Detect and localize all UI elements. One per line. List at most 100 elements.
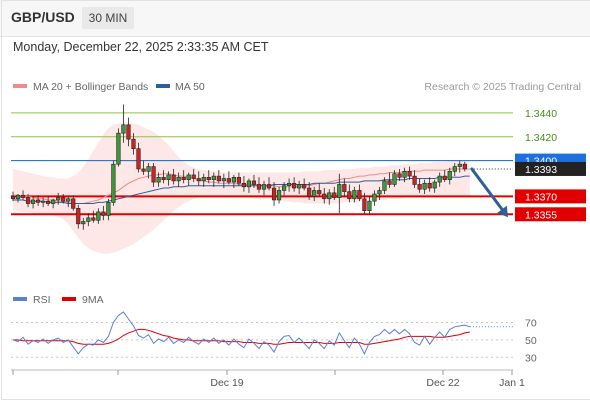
bullish-candle-body [166, 174, 171, 180]
candle [397, 168, 402, 181]
candle [151, 162, 156, 187]
candle [297, 180, 302, 195]
candle [422, 179, 427, 195]
bullish-candle-body [96, 211, 101, 221]
bullish-candle-body [432, 181, 437, 189]
candle [281, 182, 287, 196]
last-price-label: 1.3393 [525, 164, 557, 176]
bullish-candle-body [457, 163, 462, 167]
bearish-candle-body [46, 200, 51, 204]
bearish-candle-body [131, 138, 136, 149]
last-price-box [515, 161, 586, 176]
candle [452, 162, 457, 177]
candle [131, 133, 136, 155]
bollinger-band-fill [13, 122, 470, 254]
bearish-candle-body [307, 187, 312, 197]
candle [302, 178, 307, 191]
bullish-candle-body [367, 200, 372, 212]
chart-header: GBP/USD 30 MIN [0, 0, 590, 37]
bullish-candle-body [297, 184, 302, 189]
bearish-candle-body [397, 173, 402, 178]
candle [66, 196, 71, 208]
candle [457, 160, 462, 173]
support-label-box [515, 207, 586, 222]
candle [25, 194, 31, 208]
rsi-legend-label: RSI [33, 294, 51, 306]
bullish-candle-body [221, 178, 226, 182]
candle [156, 172, 161, 187]
candle [181, 170, 186, 184]
bearish-candle-body [407, 171, 412, 177]
time-tick-label: Dec 19 [210, 377, 243, 389]
candle [437, 172, 442, 187]
bearish-candle-body [342, 184, 347, 192]
bullish-candle-body [121, 124, 126, 134]
ma20-legend-swatch [13, 84, 27, 88]
bearish-candle-body [71, 198, 76, 209]
bullish-candle-body [327, 192, 332, 200]
bearish-candle-body [141, 168, 146, 172]
rsi-legend-swatch [13, 297, 27, 301]
candle [402, 167, 407, 183]
bearish-candle-body [161, 177, 166, 180]
candle [317, 183, 322, 197]
candle [101, 205, 106, 221]
rsi-ma-legend-swatch [62, 297, 76, 301]
candle [367, 196, 372, 215]
forecast-arrow [470, 167, 508, 218]
candle [146, 162, 151, 179]
candle [347, 184, 352, 203]
candle [161, 170, 166, 184]
timeframe-button[interactable]: 30 MIN [82, 7, 134, 29]
candle [352, 186, 357, 203]
time-tick-label: Dec 22 [426, 377, 459, 389]
bullish-candle-body [437, 175, 442, 183]
candle [91, 210, 96, 223]
candle [462, 161, 467, 172]
candle [136, 142, 141, 173]
bullish-candle-body [30, 199, 36, 204]
bullish-candle-body [156, 177, 161, 183]
forecast-arrow-head [497, 205, 508, 218]
candle [256, 177, 262, 193]
copyright: Research © 2025 Trading Central [424, 81, 581, 93]
bearish-candle-body [35, 199, 41, 203]
bullish-candle-body [377, 190, 382, 195]
candle [387, 172, 392, 189]
candle [20, 190, 26, 200]
candle [261, 180, 267, 196]
bullish-candle-body [286, 182, 292, 186]
candle [377, 186, 382, 200]
support-label-box [515, 189, 586, 204]
candle [407, 166, 412, 180]
candle [246, 178, 252, 193]
candle [106, 198, 111, 221]
candle [241, 176, 247, 192]
resistance-label: 1.3440 [525, 108, 557, 120]
bearish-candle-body [251, 180, 257, 185]
candle [30, 196, 36, 209]
bearish-candle-body [412, 175, 417, 185]
candle [15, 194, 21, 203]
bullish-candle-body [372, 193, 377, 202]
candle [266, 177, 272, 191]
bollinger-band [13, 122, 470, 254]
bullish-candle-body [422, 182, 427, 190]
candle [327, 189, 332, 205]
bullish-candle-body [106, 202, 111, 216]
candle [186, 172, 191, 186]
candle [111, 160, 116, 206]
timestamp: Monday, December 22, 2025 2:33:35 AM CET [13, 40, 269, 54]
bullish-candle-body [81, 221, 86, 225]
candle [46, 196, 51, 206]
candle [342, 178, 347, 197]
forecast-arrow-shaft [470, 167, 507, 215]
support-label: 1.3355 [525, 209, 557, 221]
bearish-candle-body [206, 177, 211, 180]
bearish-candle-body [357, 190, 362, 200]
bullish-candle-body [111, 163, 116, 203]
candle [392, 170, 397, 187]
bullish-candle-body [56, 197, 61, 201]
candle [251, 174, 257, 189]
